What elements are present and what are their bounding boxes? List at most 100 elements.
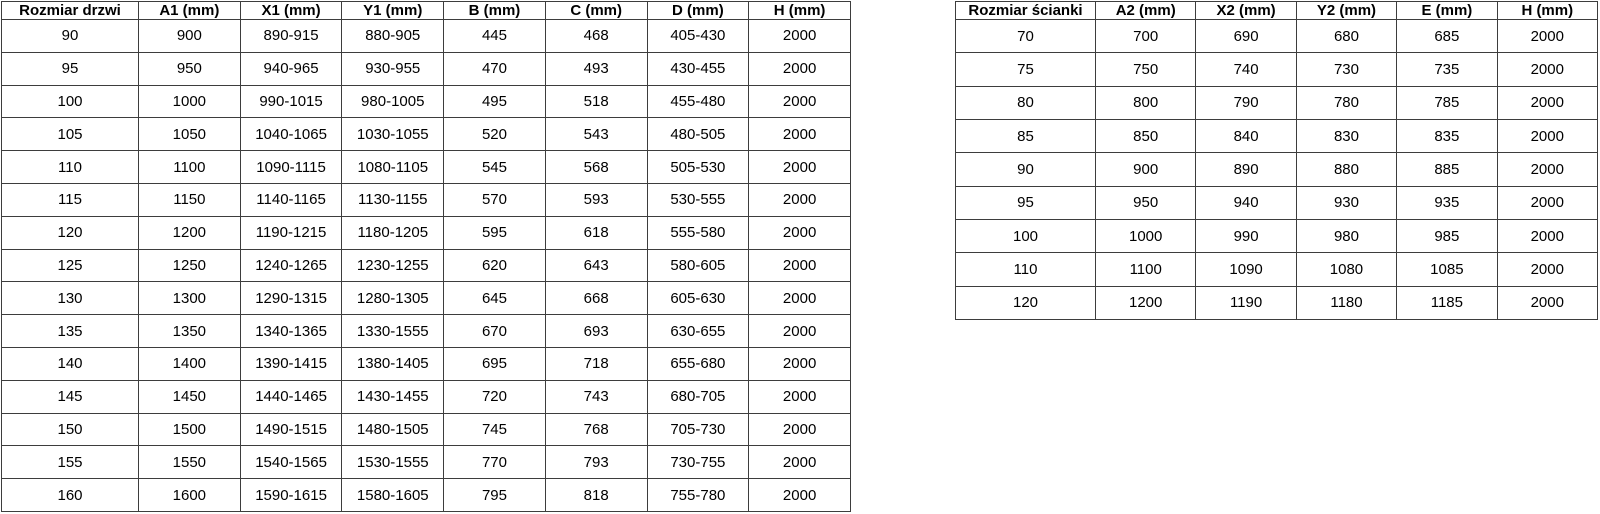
table-cell: 470	[443, 51, 546, 86]
table-cell: 2000	[1496, 118, 1599, 154]
table-cell: 1085	[1396, 252, 1498, 287]
table-cell: 730	[1295, 52, 1398, 87]
table-cell: 100	[1, 84, 139, 119]
table-cell: 105	[1, 117, 139, 152]
table-cell: 880	[1295, 152, 1398, 187]
table-row: 85 850 840 830 835 2000	[955, 118, 1599, 154]
table-cell: 75	[955, 52, 1096, 87]
column-header: C (mm)	[544, 1, 648, 20]
table-cell: 2000	[748, 478, 851, 512]
table-row: 75 750 740 730 735 2000	[955, 52, 1599, 87]
table-row: 70 700 690 680 685 2000	[955, 18, 1599, 54]
table-row: 150 1500 1490-1515 1480-1505 745 768 705-730 20…	[1, 412, 851, 447]
table-cell: 795	[443, 478, 546, 512]
table-cell: 630-655	[646, 314, 750, 348]
table-cell: 2000	[1496, 152, 1599, 187]
table-cell: 720	[443, 379, 546, 414]
table-cell: 2000	[748, 314, 851, 348]
table-cell: 1590-1615	[239, 478, 343, 512]
table-cell: 790	[1195, 85, 1297, 120]
table-cell: 2000	[748, 281, 851, 316]
table-row: 90 900 890-915 880-905 445 468 405-430 2000	[1, 19, 851, 53]
table-cell: 770	[443, 445, 546, 480]
table-cell: 2000	[748, 19, 851, 53]
table-cell: 900	[1094, 152, 1197, 187]
table-cell: 718	[544, 346, 648, 381]
table-cell: 1000	[138, 84, 241, 119]
table-cell: 940-965	[239, 51, 343, 86]
table-cell: 1240-1265	[239, 248, 343, 283]
table-cell: 555-580	[646, 215, 750, 250]
table-cell: 110	[1, 150, 139, 184]
table-cell: 1090	[1195, 252, 1297, 287]
table-cell: 1430-1455	[341, 379, 445, 414]
table-cell: 690	[1195, 18, 1297, 54]
column-header: H (mm)	[1496, 1, 1599, 20]
table-row: 90 900 890 880 885 2000	[955, 152, 1599, 187]
table-cell: 2000	[748, 150, 851, 184]
table-cell: 2000	[1496, 218, 1599, 254]
table-row: 125 1250 1240-1265 1230-1255 620 643 580-605 20…	[1, 248, 851, 283]
table-cell: 140	[1, 346, 139, 381]
table-cell: 95	[1, 51, 139, 86]
table-cell: 110	[955, 252, 1096, 287]
table-cell: 1600	[138, 478, 241, 512]
table-cell: 1340-1365	[239, 314, 343, 348]
table-cell: 890	[1195, 152, 1297, 187]
table-cell: 700	[1094, 18, 1197, 54]
table-cell: 1380-1405	[341, 346, 445, 381]
table-cell: 900	[138, 19, 241, 53]
table-row: 110 1100 1090-1115 1080-1105 545 568 505-530 20…	[1, 150, 851, 184]
table-cell: 1250	[138, 248, 241, 283]
table-cell: 530-555	[646, 182, 750, 217]
table-cell: 1185	[1396, 285, 1498, 321]
table-cell: 2000	[748, 51, 851, 86]
header-row: Rozmiar ścianki A2 (mm) X2 (mm) Y2 (mm) E (m…	[955, 1, 1599, 20]
table-cell: 1230-1255	[341, 248, 445, 283]
table-cell: 1350	[138, 314, 241, 348]
table-cell: 1040-1065	[239, 117, 343, 152]
table-cell: 735	[1396, 52, 1498, 87]
table-cell: 1440-1465	[239, 379, 343, 414]
table-cell: 1080-1105	[341, 150, 445, 184]
table-cell: 1100	[138, 150, 241, 184]
table-cell: 1190	[1195, 285, 1297, 321]
table-row: 145 1450 1440-1465 1430-1455 720 743 680-705 20…	[1, 379, 851, 414]
table-cell: 543	[544, 117, 648, 152]
door-sizes-table: Rozmiar drzwi A1 (mm) X1 (mm) Y1 (mm) B (mm)…	[1, 1, 851, 512]
table-cell: 90	[955, 152, 1096, 187]
table-cell: 1330-1555	[341, 314, 445, 348]
table-cell: 705-730	[646, 412, 750, 447]
table-cell: 2000	[748, 412, 851, 447]
table-cell: 1130-1155	[341, 182, 445, 217]
table-cell: 890-915	[239, 19, 343, 53]
table-cell: 2000	[1496, 52, 1599, 87]
table-cell: 940	[1195, 185, 1297, 220]
table-cell: 1080	[1295, 252, 1398, 287]
table-cell: 685	[1396, 18, 1498, 54]
table-cell: 985	[1396, 218, 1498, 254]
table-cell: 740	[1195, 52, 1297, 87]
table-cell: 115	[1, 182, 139, 217]
table-cell: 1190-1215	[239, 215, 343, 250]
table-cell: 885	[1396, 152, 1498, 187]
table-cell: 2000	[748, 379, 851, 414]
table-cell: 135	[1, 314, 139, 348]
table-cell: 2000	[748, 248, 851, 283]
table-cell: 2000	[748, 182, 851, 217]
table-cell: 150	[1, 412, 139, 447]
table-row: 135 1350 1340-1365 1330-1555 670 693 630-655 20…	[1, 314, 851, 348]
table-row: 140 1400 1390-1415 1380-1405 695 718 655-680 20…	[1, 346, 851, 381]
table-cell: 930-955	[341, 51, 445, 86]
table-cell: 580-605	[646, 248, 750, 283]
column-header: X2 (mm)	[1195, 1, 1297, 20]
table-cell: 1290-1315	[239, 281, 343, 316]
table-row: 105 1050 1040-1065 1030-1055 520 543 480-505 20…	[1, 117, 851, 152]
table-cell: 785	[1396, 85, 1498, 120]
column-header: B (mm)	[443, 1, 546, 20]
table-cell: 1150	[138, 182, 241, 217]
table-cell: 935	[1396, 185, 1498, 220]
table-cell: 520	[443, 117, 546, 152]
table-cell: 430-455	[646, 51, 750, 86]
column-header: Y1 (mm)	[341, 1, 445, 20]
